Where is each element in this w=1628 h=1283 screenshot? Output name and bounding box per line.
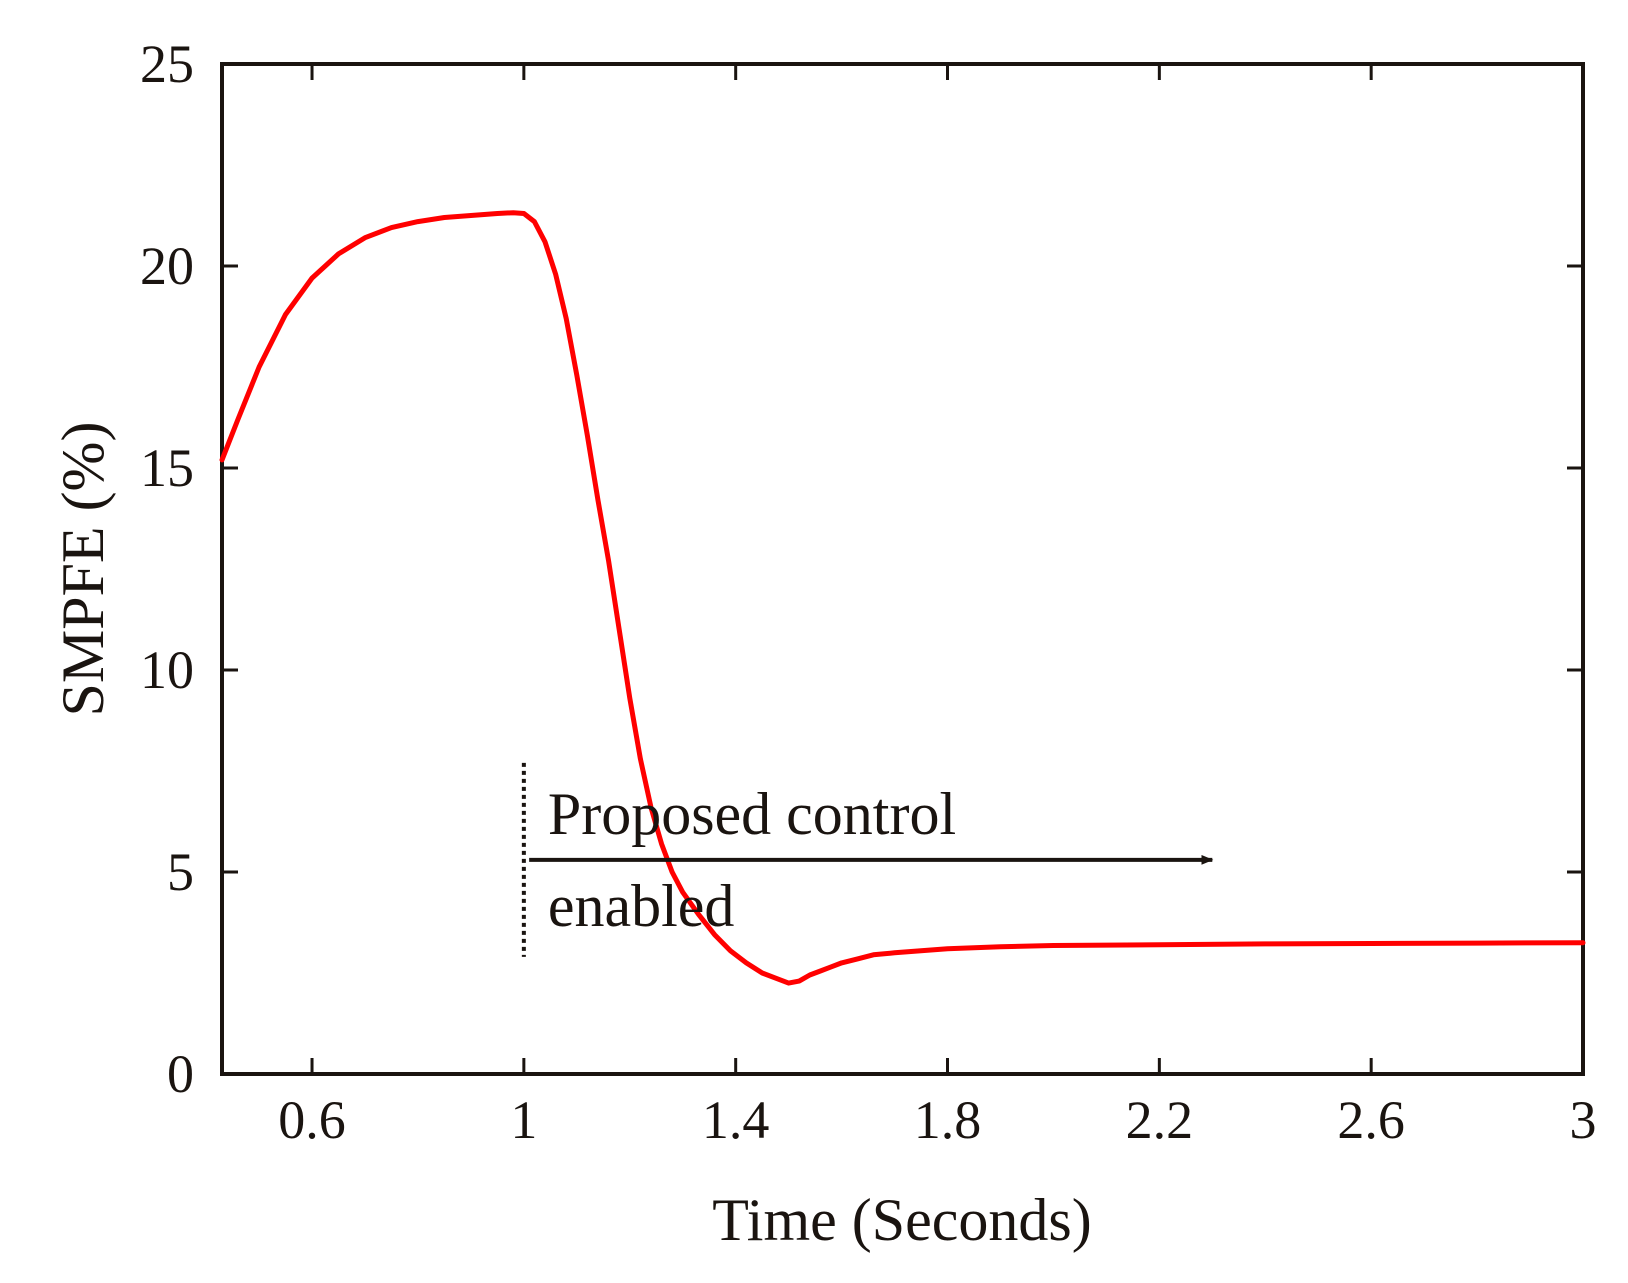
x-tick-label: 1.4 (702, 1090, 770, 1150)
x-tick-label: 2.6 (1337, 1090, 1405, 1150)
series-layer (219, 210, 1586, 986)
y-tick-label: 10 (140, 640, 194, 700)
annotation-layer: Proposed control enabled (521, 762, 1214, 957)
series-line-smpfe (219, 210, 1586, 986)
x-axis-label: Time (Seconds) (712, 1187, 1091, 1253)
x-tick-label: 3 (1570, 1090, 1597, 1150)
annotation-line-2: enabled (548, 873, 735, 939)
y-tick-label: 5 (167, 842, 194, 902)
x-tick-label: 1 (510, 1090, 537, 1150)
y-tick-label: 0 (167, 1044, 194, 1104)
y-axis-label: SMPFE (%) (50, 421, 116, 716)
annotation-line-1: Proposed control (548, 781, 956, 847)
x-tick-label: 1.8 (914, 1090, 982, 1150)
y-tick-label: 20 (140, 236, 194, 296)
ticks: 0.6 1 1.4 1.8 2.2 2.6 3 0 5 10 15 20 25 (140, 34, 1597, 1150)
y-tick-label: 15 (140, 438, 194, 498)
plot-area (220, 62, 1585, 1076)
x-tick-label: 0.6 (278, 1090, 346, 1150)
y-tick-label: 25 (140, 34, 194, 94)
x-tick-label: 2.2 (1126, 1090, 1194, 1150)
